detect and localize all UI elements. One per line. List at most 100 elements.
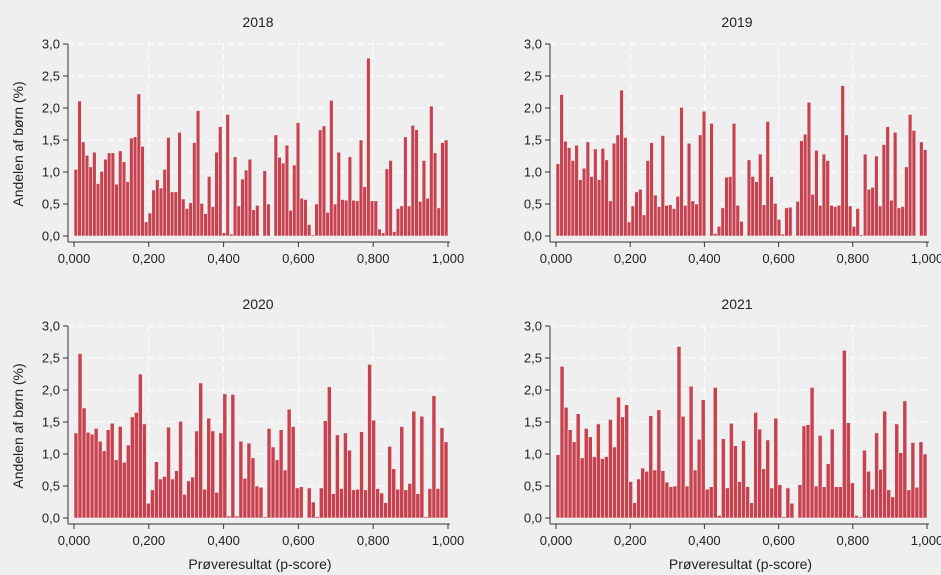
histogram-bar (777, 484, 783, 519)
x-tick-label: 0,000 (58, 251, 91, 266)
x-tick-label: 0,200 (133, 251, 166, 266)
histogram-bar (440, 142, 445, 237)
histogram-bar (306, 224, 312, 237)
histogram-bar (694, 203, 699, 237)
histogram-bar (238, 440, 244, 519)
histogram-bar (758, 153, 763, 237)
histogram-bar (125, 444, 131, 519)
y-tick-label: 1,0 (524, 447, 542, 462)
histogram-bar (641, 214, 647, 237)
histogram-bar (728, 176, 733, 237)
histogram-bar (753, 412, 758, 519)
histogram-bar (335, 434, 340, 519)
histogram-bar (199, 203, 204, 237)
histogram-bar (277, 156, 282, 237)
histogram-bar (421, 160, 427, 237)
histogram-bar (797, 484, 803, 519)
y-tick-label: 0,0 (524, 511, 542, 526)
histogram-bar (735, 204, 740, 237)
histogram-bar (825, 160, 830, 237)
histogram-bar (765, 439, 771, 519)
histogram-bar (226, 515, 232, 519)
histogram-bar (169, 191, 175, 237)
histogram-bar (358, 139, 364, 237)
histogram-bar (896, 207, 902, 237)
histogram-bar (186, 480, 191, 519)
histogram-bar (142, 423, 147, 519)
histogram-bar (363, 489, 368, 519)
histogram-bar (773, 417, 779, 519)
y-tick-label: 2,5 (42, 69, 60, 84)
y-tick-label: 1,5 (524, 133, 542, 148)
panel-title: 2019 (721, 14, 752, 30)
histogram-bar (791, 235, 797, 237)
histogram-bar (218, 126, 223, 237)
x-tick-label: 0,400 (688, 533, 721, 548)
histogram-bar (121, 161, 127, 237)
x-tick-label: 0,400 (207, 251, 240, 266)
histogram-bar (423, 516, 429, 519)
histogram-bar (874, 432, 879, 519)
y-tick-label: 3,0 (524, 319, 542, 334)
histogram-bar (290, 426, 296, 519)
histogram-bar (886, 489, 892, 519)
histogram-bar (331, 493, 336, 519)
histogram-bar (218, 432, 224, 519)
histogram-bar (319, 487, 324, 519)
histogram-bar (323, 420, 328, 519)
histogram-bar (432, 152, 438, 237)
histogram-bar (915, 235, 920, 237)
histogram-bar (833, 486, 839, 519)
y-tick-label: 1,0 (524, 165, 542, 180)
histogram-bar (870, 187, 875, 237)
histogram-bar (700, 399, 706, 519)
histogram-bar (591, 456, 597, 519)
histogram-bar (640, 467, 646, 519)
histogram-bar (911, 130, 917, 237)
histogram-bar (858, 516, 863, 519)
histogram-bar (765, 121, 770, 237)
histogram-bar (151, 189, 156, 237)
histogram-bar (347, 449, 352, 519)
histogram-bar (359, 431, 364, 519)
histogram-bar (701, 110, 707, 237)
y-tick-label: 0,5 (42, 479, 60, 494)
histogram-bar (207, 176, 212, 237)
histogram-bar (355, 200, 360, 237)
histogram-bar (105, 429, 111, 519)
histogram-bar (155, 179, 160, 237)
histogram-bar (653, 194, 658, 237)
histogram-bar (902, 400, 908, 519)
histogram-bar (907, 114, 913, 237)
histogram-bar (604, 456, 609, 519)
y-tick-label: 1,5 (524, 415, 542, 430)
histogram-bar (84, 155, 90, 237)
x-axis-label: Prøveresultat (p-score) (188, 556, 331, 572)
histogram-bar (870, 488, 875, 519)
y-tick-label: 1,5 (42, 133, 60, 148)
y-tick-label: 2,0 (42, 101, 60, 116)
histogram-bar (418, 201, 423, 237)
histogram-bar (121, 462, 127, 519)
histogram-bar (583, 428, 589, 519)
y-tick-label: 0,0 (42, 511, 60, 526)
histogram-bar (684, 485, 690, 519)
histogram-bar (89, 433, 95, 519)
histogram-bar (92, 151, 97, 237)
histogram-bar (604, 159, 609, 237)
histogram-bar (842, 350, 847, 519)
panel-title: 2020 (242, 296, 273, 312)
histogram-bar (644, 470, 650, 519)
histogram-bar (671, 208, 677, 237)
histogram-bar (712, 387, 718, 519)
histogram-bar (676, 346, 682, 519)
histogram-bar (391, 468, 397, 519)
histogram-bar (890, 496, 896, 519)
histogram-bar (679, 107, 684, 237)
histogram-bar (443, 139, 449, 237)
histogram-bar (206, 417, 212, 519)
histogram-bar (403, 136, 408, 237)
x-tick-label: 0,600 (282, 251, 315, 266)
histogram-bar (195, 110, 201, 237)
x-tick-label: 0,400 (207, 533, 240, 548)
